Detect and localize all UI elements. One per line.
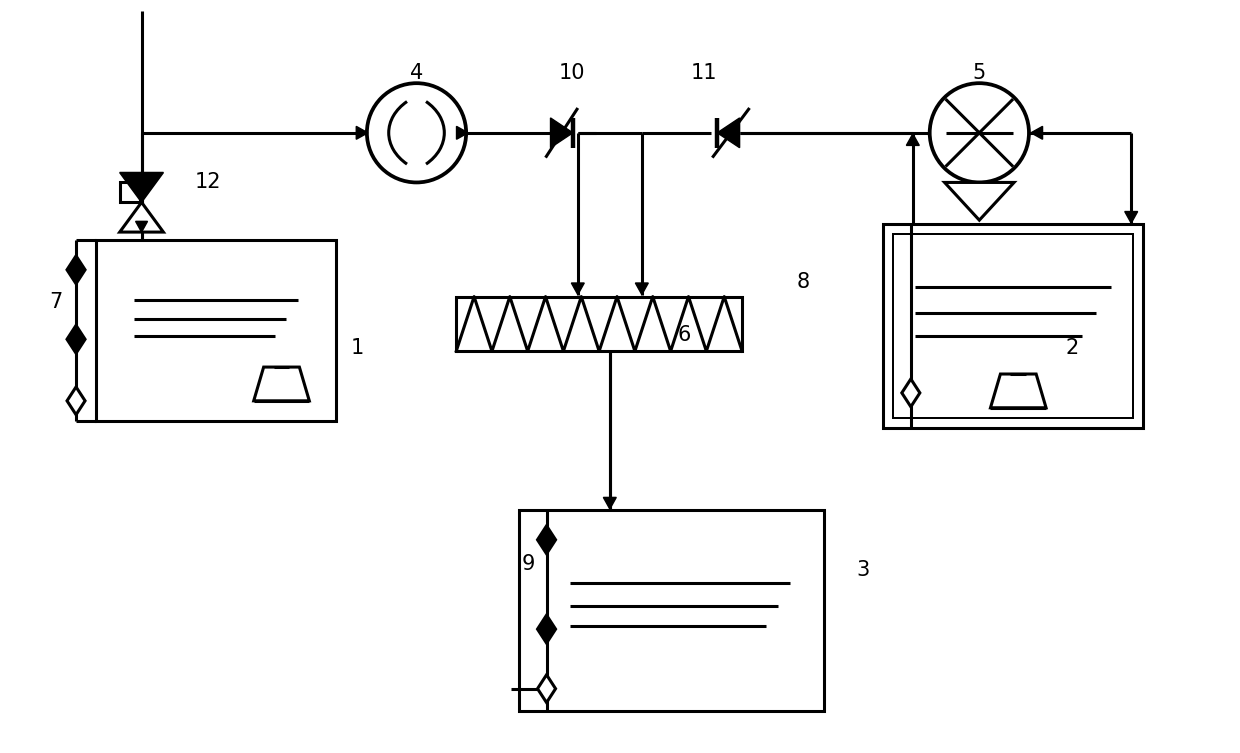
Polygon shape: [537, 675, 556, 703]
Text: 11: 11: [691, 63, 718, 84]
Text: 1: 1: [351, 338, 363, 358]
Text: 3: 3: [857, 559, 869, 580]
Polygon shape: [71, 343, 82, 353]
Polygon shape: [604, 498, 616, 509]
Circle shape: [367, 83, 466, 182]
Text: 10: 10: [559, 63, 585, 84]
Text: 12: 12: [195, 172, 221, 193]
Polygon shape: [572, 283, 584, 294]
Polygon shape: [135, 221, 148, 232]
Bar: [883, 224, 1143, 428]
Bar: [518, 510, 825, 711]
Polygon shape: [635, 283, 649, 294]
Polygon shape: [1030, 127, 1043, 139]
Polygon shape: [456, 127, 469, 139]
Polygon shape: [717, 118, 739, 148]
Polygon shape: [537, 615, 556, 643]
Text: 4: 4: [410, 63, 423, 84]
Polygon shape: [537, 526, 556, 553]
Polygon shape: [120, 203, 164, 232]
Polygon shape: [356, 127, 368, 139]
Circle shape: [930, 83, 1029, 182]
Text: 7: 7: [50, 291, 63, 312]
Polygon shape: [120, 172, 164, 203]
Bar: [893, 234, 1133, 418]
Bar: [120, 182, 140, 203]
Polygon shape: [1125, 212, 1137, 223]
Text: 5: 5: [972, 63, 986, 84]
Polygon shape: [945, 182, 1014, 220]
Bar: [95, 240, 336, 421]
Polygon shape: [901, 379, 920, 407]
Text: 2: 2: [1065, 338, 1079, 358]
Polygon shape: [991, 374, 1047, 408]
Polygon shape: [551, 118, 573, 148]
Text: 9: 9: [522, 553, 536, 574]
Polygon shape: [67, 387, 86, 415]
Polygon shape: [67, 256, 86, 284]
Polygon shape: [67, 325, 86, 353]
Polygon shape: [906, 134, 919, 145]
Text: 6: 6: [678, 325, 691, 346]
Bar: [456, 297, 742, 351]
Polygon shape: [254, 367, 309, 401]
Text: 8: 8: [797, 272, 810, 291]
Polygon shape: [541, 633, 553, 643]
